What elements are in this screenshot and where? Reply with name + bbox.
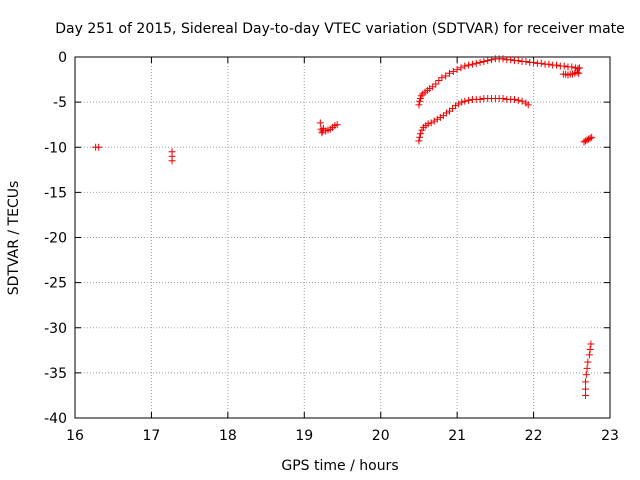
data-point [560, 62, 568, 70]
data-point [452, 102, 460, 110]
chart-title: Day 251 of 2015, Sidereal Day-to-day VTE… [55, 21, 625, 37]
x-tick-label: 21 [448, 428, 466, 444]
data-point [574, 65, 582, 73]
y-tick-label: -30 [44, 321, 67, 337]
data-point [588, 133, 596, 141]
data-point [455, 100, 463, 108]
data-point [95, 143, 103, 151]
data-point [433, 115, 441, 123]
y-tick-label: -20 [44, 231, 67, 247]
data-point [465, 96, 473, 104]
data-point [582, 137, 590, 145]
data-point [524, 101, 532, 109]
x-tick-label: 20 [372, 428, 390, 444]
data-point [468, 60, 476, 68]
data-point [586, 134, 594, 142]
y-tick-label: -25 [44, 276, 67, 292]
data-point [416, 130, 424, 138]
data-point [537, 59, 545, 67]
data-point [587, 340, 595, 348]
data-point [416, 133, 424, 141]
data-point [446, 69, 453, 77]
grid [75, 57, 610, 418]
data-series [92, 55, 596, 399]
data-point [316, 119, 324, 127]
data-point [575, 64, 583, 72]
data-point [585, 135, 593, 143]
data-point [583, 136, 591, 144]
data-point [461, 62, 469, 70]
data-point [586, 345, 594, 353]
data-point [499, 95, 507, 103]
data-point [583, 364, 591, 372]
y-tick-label: 0 [58, 50, 67, 66]
data-point [584, 358, 592, 366]
data-point [582, 371, 590, 379]
data-point [465, 61, 473, 69]
data-point [417, 92, 425, 100]
data-point [484, 57, 492, 65]
data-point [585, 351, 593, 359]
data-point [430, 117, 438, 125]
data-point [514, 57, 522, 65]
data-point [480, 58, 488, 66]
data-point [510, 95, 518, 103]
x-tick-label: 17 [143, 428, 161, 444]
data-point [458, 98, 466, 106]
data-point [461, 97, 469, 105]
data-point [514, 96, 522, 104]
data-point [580, 138, 588, 146]
data-point [575, 69, 583, 77]
data-point [573, 68, 581, 76]
data-point [333, 121, 341, 129]
data-point [318, 129, 326, 137]
data-point [427, 119, 435, 127]
x-axis-label: GPS time / hours [281, 458, 398, 474]
data-point [553, 61, 560, 69]
axis-ticks: 16 17 18 19 20 21 22 23 0 -5 -10 -15 -20 -25 -30 -35 -40 [44, 50, 619, 444]
x-tick-label: 16 [66, 428, 84, 444]
data-point [472, 59, 480, 67]
data-point [415, 137, 423, 145]
data-point [518, 97, 526, 105]
y-tick-label: -15 [44, 185, 67, 201]
data-point [432, 80, 440, 88]
y-tick-label: -10 [44, 140, 67, 156]
data-point [449, 67, 457, 75]
data-point [436, 113, 444, 121]
y-tick-label: -40 [44, 411, 67, 427]
x-tick-label: 23 [601, 428, 619, 444]
x-tick-label: 19 [295, 428, 313, 444]
data-point [582, 391, 590, 399]
data-point [545, 60, 553, 68]
data-point [453, 66, 461, 74]
y-axis-label: SDTVAR / TECUs [6, 181, 22, 296]
data-point [442, 72, 450, 80]
data-point [415, 101, 423, 109]
data-point [582, 385, 590, 393]
data-point [507, 56, 515, 64]
data-point [530, 58, 538, 66]
x-tick-label: 22 [525, 428, 543, 444]
data-point [442, 109, 450, 117]
y-tick-label: -5 [53, 95, 67, 111]
data-point [499, 55, 507, 63]
data-point [582, 378, 590, 386]
y-tick-label: -35 [44, 366, 67, 382]
data-point [522, 58, 530, 66]
data-point [438, 74, 446, 82]
data-point [476, 58, 484, 66]
data-point [168, 157, 176, 165]
data-point [457, 64, 465, 72]
data-point [476, 95, 484, 103]
data-point [568, 63, 576, 71]
data-point [424, 120, 432, 128]
x-tick-label: 18 [219, 428, 237, 444]
data-point [488, 56, 496, 64]
data-point [426, 85, 434, 93]
